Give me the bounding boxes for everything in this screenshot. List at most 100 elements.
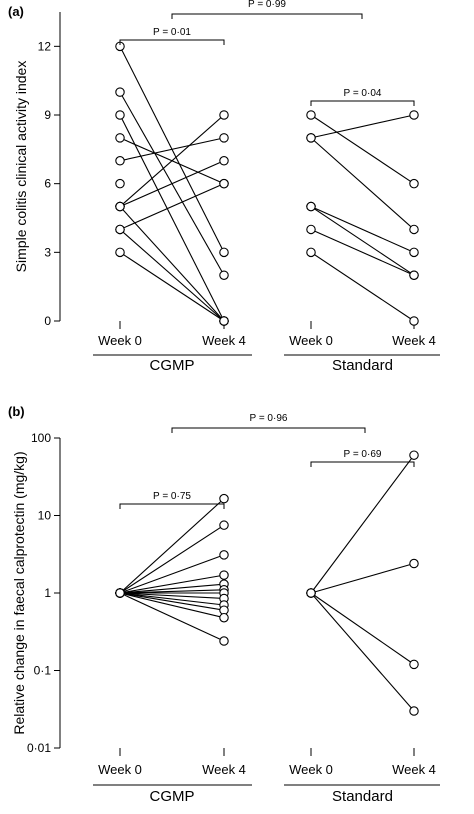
p-value-bracket <box>310 100 415 106</box>
subject-line <box>119 251 225 322</box>
subject-line <box>119 114 225 207</box>
subject-line <box>119 524 225 594</box>
group-label: CGMP <box>150 788 195 805</box>
week4-point <box>409 270 419 280</box>
week0-point <box>115 156 125 166</box>
subject-line <box>119 554 225 594</box>
x-category-label: Week 4 <box>392 333 436 348</box>
subject-line <box>119 137 225 162</box>
week0-point <box>115 87 125 97</box>
week0-point <box>115 588 125 598</box>
subject-line <box>119 592 225 600</box>
week0-point <box>115 224 125 235</box>
subject-line <box>310 228 415 276</box>
x-category-label: Week 0 <box>289 762 333 777</box>
subject-line <box>119 206 225 322</box>
week0-point <box>115 110 125 120</box>
subject-line <box>119 583 225 594</box>
week4-point <box>219 247 229 258</box>
y-tick-label: 100 <box>31 431 51 445</box>
panel-label: (b) <box>8 404 25 419</box>
week4-point <box>219 316 229 326</box>
week4-point <box>409 110 419 120</box>
week4-point <box>409 659 419 670</box>
group-label: CGMP <box>150 357 195 374</box>
between-group-p-label: P = 0·99 <box>248 0 286 10</box>
subject-line <box>310 454 415 594</box>
p-value-label: P = 0·69 <box>344 449 382 460</box>
week4-point <box>219 550 229 560</box>
x-category-label: Week 0 <box>289 333 333 348</box>
week4-point <box>219 612 229 623</box>
y-tick-label: 0·01 <box>27 741 51 755</box>
week4-point <box>409 224 419 235</box>
week4-point <box>219 156 229 166</box>
week0-point <box>115 178 125 189</box>
p-value-bracket <box>119 39 225 45</box>
p-value-bracket <box>119 503 225 509</box>
week4-point <box>219 636 229 646</box>
group-label: Standard <box>332 788 393 805</box>
p-value-bracket <box>310 461 415 467</box>
week4-point <box>219 493 229 504</box>
subject-line <box>119 160 225 208</box>
p-value-label: P = 0·04 <box>344 88 382 99</box>
week4-point <box>409 558 419 569</box>
x-category-label: Week 0 <box>98 333 142 348</box>
panel-a: (a) 0 3 6 9 12 Simple colitis clinical activit… <box>8 0 440 374</box>
y-tick-label: 9 <box>44 108 51 122</box>
week0-point <box>306 588 316 598</box>
y-tick-label: 10 <box>38 509 52 523</box>
subject-line <box>310 251 415 322</box>
week4-point <box>219 570 229 580</box>
week4-point <box>219 178 229 189</box>
y-tick-label: 6 <box>44 177 51 191</box>
subject-line <box>310 592 415 665</box>
between-group-bracket <box>171 427 366 433</box>
subject-line <box>119 592 225 606</box>
subject-line <box>119 183 225 230</box>
week4-point <box>219 133 229 143</box>
week0-point <box>306 224 316 235</box>
panel-label: (a) <box>8 4 24 19</box>
y-axis-label: Simple colitis clinical activity index <box>13 61 29 273</box>
subject-line <box>310 563 415 594</box>
week4-point <box>409 450 419 460</box>
week4-point <box>409 178 419 189</box>
x-category-label: Week 0 <box>98 762 142 777</box>
week0-point <box>115 201 125 212</box>
group-label: Standard <box>332 357 393 374</box>
between-group-p-label: P = 0·96 <box>250 413 288 424</box>
week0-point <box>306 201 316 212</box>
week0-point <box>115 247 125 258</box>
week0-point <box>306 247 316 258</box>
subject-line <box>119 592 225 619</box>
subject-line <box>310 206 415 276</box>
week0-point <box>306 110 316 120</box>
x-category-label: Week 4 <box>202 762 246 777</box>
week4-point <box>409 247 419 258</box>
between-group-bracket <box>171 13 363 19</box>
subject-line <box>310 137 415 230</box>
x-category-label: Week 4 <box>202 333 246 348</box>
subject-line <box>119 592 225 642</box>
week4-point <box>409 316 419 326</box>
y-tick-label: 3 <box>44 245 51 259</box>
subject-line <box>119 229 225 322</box>
subject-line <box>119 114 225 322</box>
subject-line <box>119 498 225 594</box>
p-value-label: P = 0·01 <box>153 27 191 38</box>
week4-point <box>219 520 229 530</box>
subject-line <box>310 592 415 712</box>
y-tick-label: 1 <box>44 586 51 600</box>
week4-point <box>219 270 229 280</box>
x-category-label: Week 4 <box>392 762 436 777</box>
week4-point <box>219 110 229 120</box>
p-value-label: P = 0·75 <box>153 491 191 502</box>
subject-line <box>310 114 415 139</box>
subject-line <box>119 592 225 611</box>
subject-line <box>310 114 415 185</box>
subject-line <box>310 206 415 253</box>
y-axis-label: Relative change in faecal calprotectin (… <box>11 451 27 734</box>
